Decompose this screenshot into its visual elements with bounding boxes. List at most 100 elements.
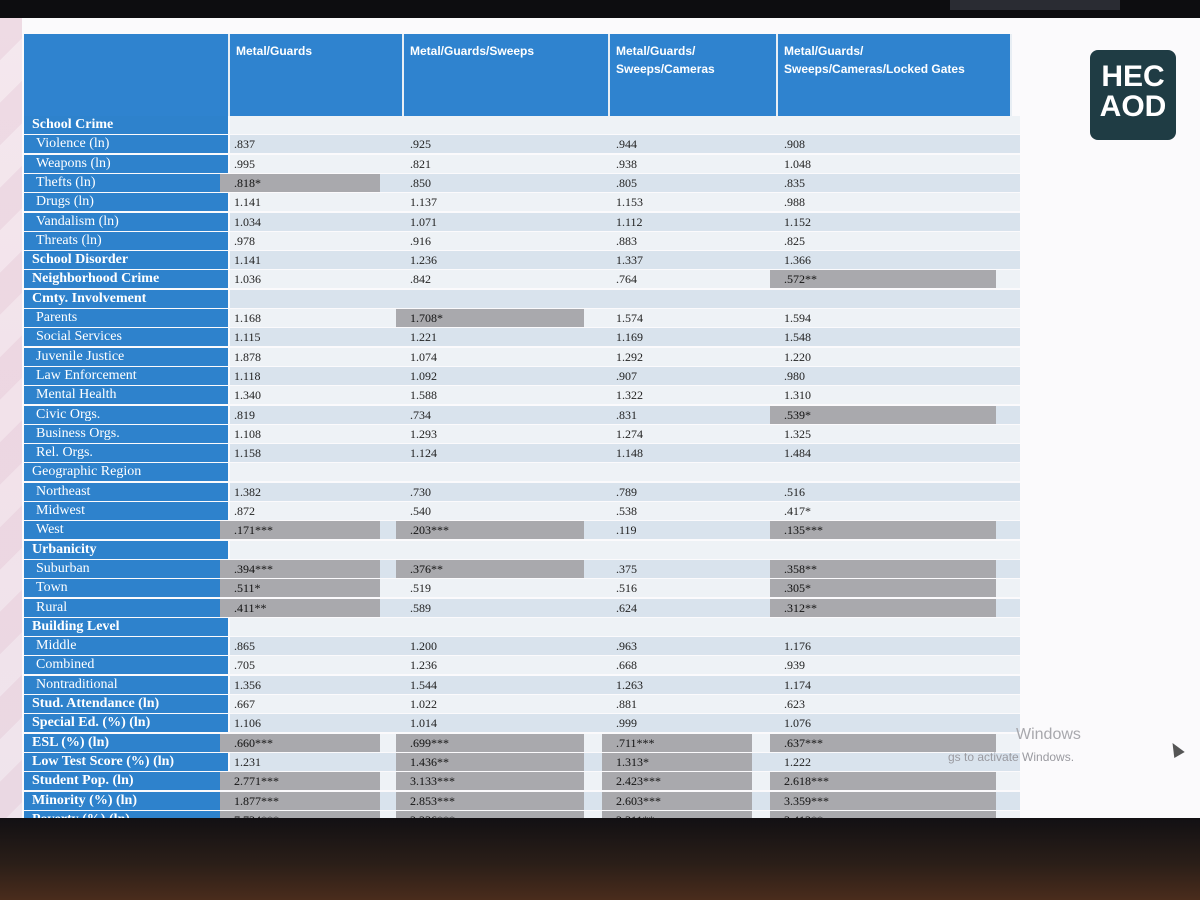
table-cell: 1.106 bbox=[234, 716, 261, 731]
table-cell: 1.366 bbox=[784, 253, 811, 268]
row-label: Law Enforcement bbox=[24, 366, 228, 385]
table-cell: 1.484 bbox=[784, 446, 811, 461]
row-label: Rural bbox=[24, 598, 228, 617]
row-label: School Crime bbox=[24, 116, 228, 134]
header-col-4: Metal/Guards/ Sweeps/Cameras/Locked Gate… bbox=[778, 34, 1012, 116]
table-cell: 3.359*** bbox=[770, 791, 996, 810]
table-cell: 1.878 bbox=[234, 349, 261, 364]
table-cell bbox=[770, 618, 996, 636]
table-cell: .539* bbox=[770, 405, 996, 424]
table-cell: 1.036 bbox=[234, 272, 261, 287]
table-cell: .865 bbox=[234, 639, 255, 654]
table-cell: .135*** bbox=[770, 521, 996, 540]
taskbar-top bbox=[0, 0, 1200, 22]
table-cell: 1.124 bbox=[410, 446, 437, 461]
table-cell: .805 bbox=[616, 175, 637, 190]
table-cell bbox=[770, 463, 996, 481]
row-label: School Disorder bbox=[24, 251, 228, 270]
table-cell: .660*** bbox=[220, 733, 380, 752]
table-cell: .842 bbox=[410, 272, 431, 287]
table-cell: .818* bbox=[220, 173, 380, 192]
table-cell bbox=[220, 116, 380, 134]
table-cell: 1.263 bbox=[616, 677, 643, 692]
table-cell: .944 bbox=[616, 137, 637, 152]
row-label: Weapons (ln) bbox=[24, 154, 228, 173]
row-band bbox=[230, 656, 1020, 675]
table-cell: 1.322 bbox=[616, 388, 643, 403]
table-cell: .939 bbox=[784, 658, 805, 673]
row-band bbox=[230, 212, 1020, 231]
row-label: Drugs (ln) bbox=[24, 193, 228, 212]
header-corner bbox=[24, 34, 230, 116]
table-cell bbox=[602, 541, 752, 559]
table-cell: .516 bbox=[784, 484, 805, 499]
table-cell: .837 bbox=[234, 137, 255, 152]
table-cell: 2.236*** bbox=[396, 810, 584, 818]
table-cell: .988 bbox=[784, 195, 805, 210]
meeting-app-tab[interactable] bbox=[950, 0, 1120, 10]
row-band bbox=[230, 154, 1020, 173]
table-cell: 1.137 bbox=[410, 195, 437, 210]
table-cell: .394*** bbox=[220, 559, 380, 578]
header-col-3: Metal/Guards/ Sweeps/Cameras bbox=[610, 34, 778, 116]
row-label: Suburban bbox=[24, 559, 228, 578]
row-band bbox=[230, 637, 1020, 656]
table-cell: .668 bbox=[616, 658, 637, 673]
table-cell: .171*** bbox=[220, 521, 380, 540]
table-cell: .734 bbox=[410, 407, 431, 422]
row-band bbox=[230, 386, 1020, 405]
table-cell: 1.436** bbox=[396, 752, 584, 771]
row-label: Geographic Region bbox=[24, 463, 228, 482]
table-cell: 1.356 bbox=[234, 677, 261, 692]
table-cell: 1.153 bbox=[616, 195, 643, 210]
row-label: Violence (ln) bbox=[24, 135, 228, 154]
table-cell: 1.115 bbox=[234, 330, 261, 345]
table-cell: 1.708* bbox=[396, 309, 584, 327]
table-cell: .667 bbox=[234, 697, 255, 711]
table-cell: .119 bbox=[616, 523, 637, 538]
table-cell: 1.158 bbox=[234, 446, 261, 461]
table-cell: .516 bbox=[616, 581, 637, 596]
table-cell: .963 bbox=[616, 639, 637, 654]
row-band bbox=[230, 173, 1020, 192]
row-label: Midwest bbox=[24, 502, 228, 520]
table-cell: .312** bbox=[770, 598, 996, 617]
table-cell: 1.231 bbox=[234, 754, 261, 769]
row-label: Combined bbox=[24, 656, 228, 675]
table-cell bbox=[220, 290, 380, 308]
table-cell: 1.594 bbox=[784, 311, 811, 325]
table-cell bbox=[396, 463, 584, 481]
row-label: ESL (%) (ln) bbox=[24, 733, 228, 752]
row-band bbox=[230, 695, 1020, 713]
logo-line-2: AOD bbox=[1099, 90, 1167, 123]
header-col-2: Metal/Guards/Sweeps bbox=[404, 34, 610, 116]
row-label: Stud. Attendance (ln) bbox=[24, 695, 228, 713]
row-band bbox=[230, 116, 1020, 134]
row-label: West bbox=[24, 521, 228, 540]
table-cell: 3.133*** bbox=[396, 772, 584, 791]
table-cell: .538 bbox=[616, 504, 637, 518]
row-band bbox=[230, 135, 1020, 154]
table-cell: 2.771*** bbox=[220, 772, 380, 791]
table-cell: 3.412** bbox=[770, 810, 996, 818]
row-label: Building Level bbox=[24, 617, 228, 636]
table-cell bbox=[602, 290, 752, 308]
table-cell: 1.293 bbox=[410, 426, 437, 441]
table-cell: 1.141 bbox=[234, 253, 261, 268]
row-label: Business Orgs. bbox=[24, 424, 228, 443]
logo-line-1: HEC bbox=[1101, 60, 1165, 93]
slide-decoration bbox=[0, 18, 22, 818]
table-cell: 1.071 bbox=[410, 214, 437, 229]
table-cell: 1.152 bbox=[784, 214, 811, 229]
table-cell: .358** bbox=[770, 559, 996, 578]
table-cell: .831 bbox=[616, 407, 637, 422]
table-cell: 1.221 bbox=[410, 330, 437, 345]
table-cell: .978 bbox=[234, 233, 255, 248]
monitor-bezel bbox=[0, 818, 1200, 900]
table-cell: 1.274 bbox=[616, 426, 643, 441]
row-band bbox=[230, 482, 1020, 501]
row-label: Vandalism (ln) bbox=[24, 212, 228, 231]
table-cell: 1.048 bbox=[784, 156, 811, 171]
table-cell: .623 bbox=[784, 697, 805, 711]
table-cell: 1.220 bbox=[784, 349, 811, 364]
